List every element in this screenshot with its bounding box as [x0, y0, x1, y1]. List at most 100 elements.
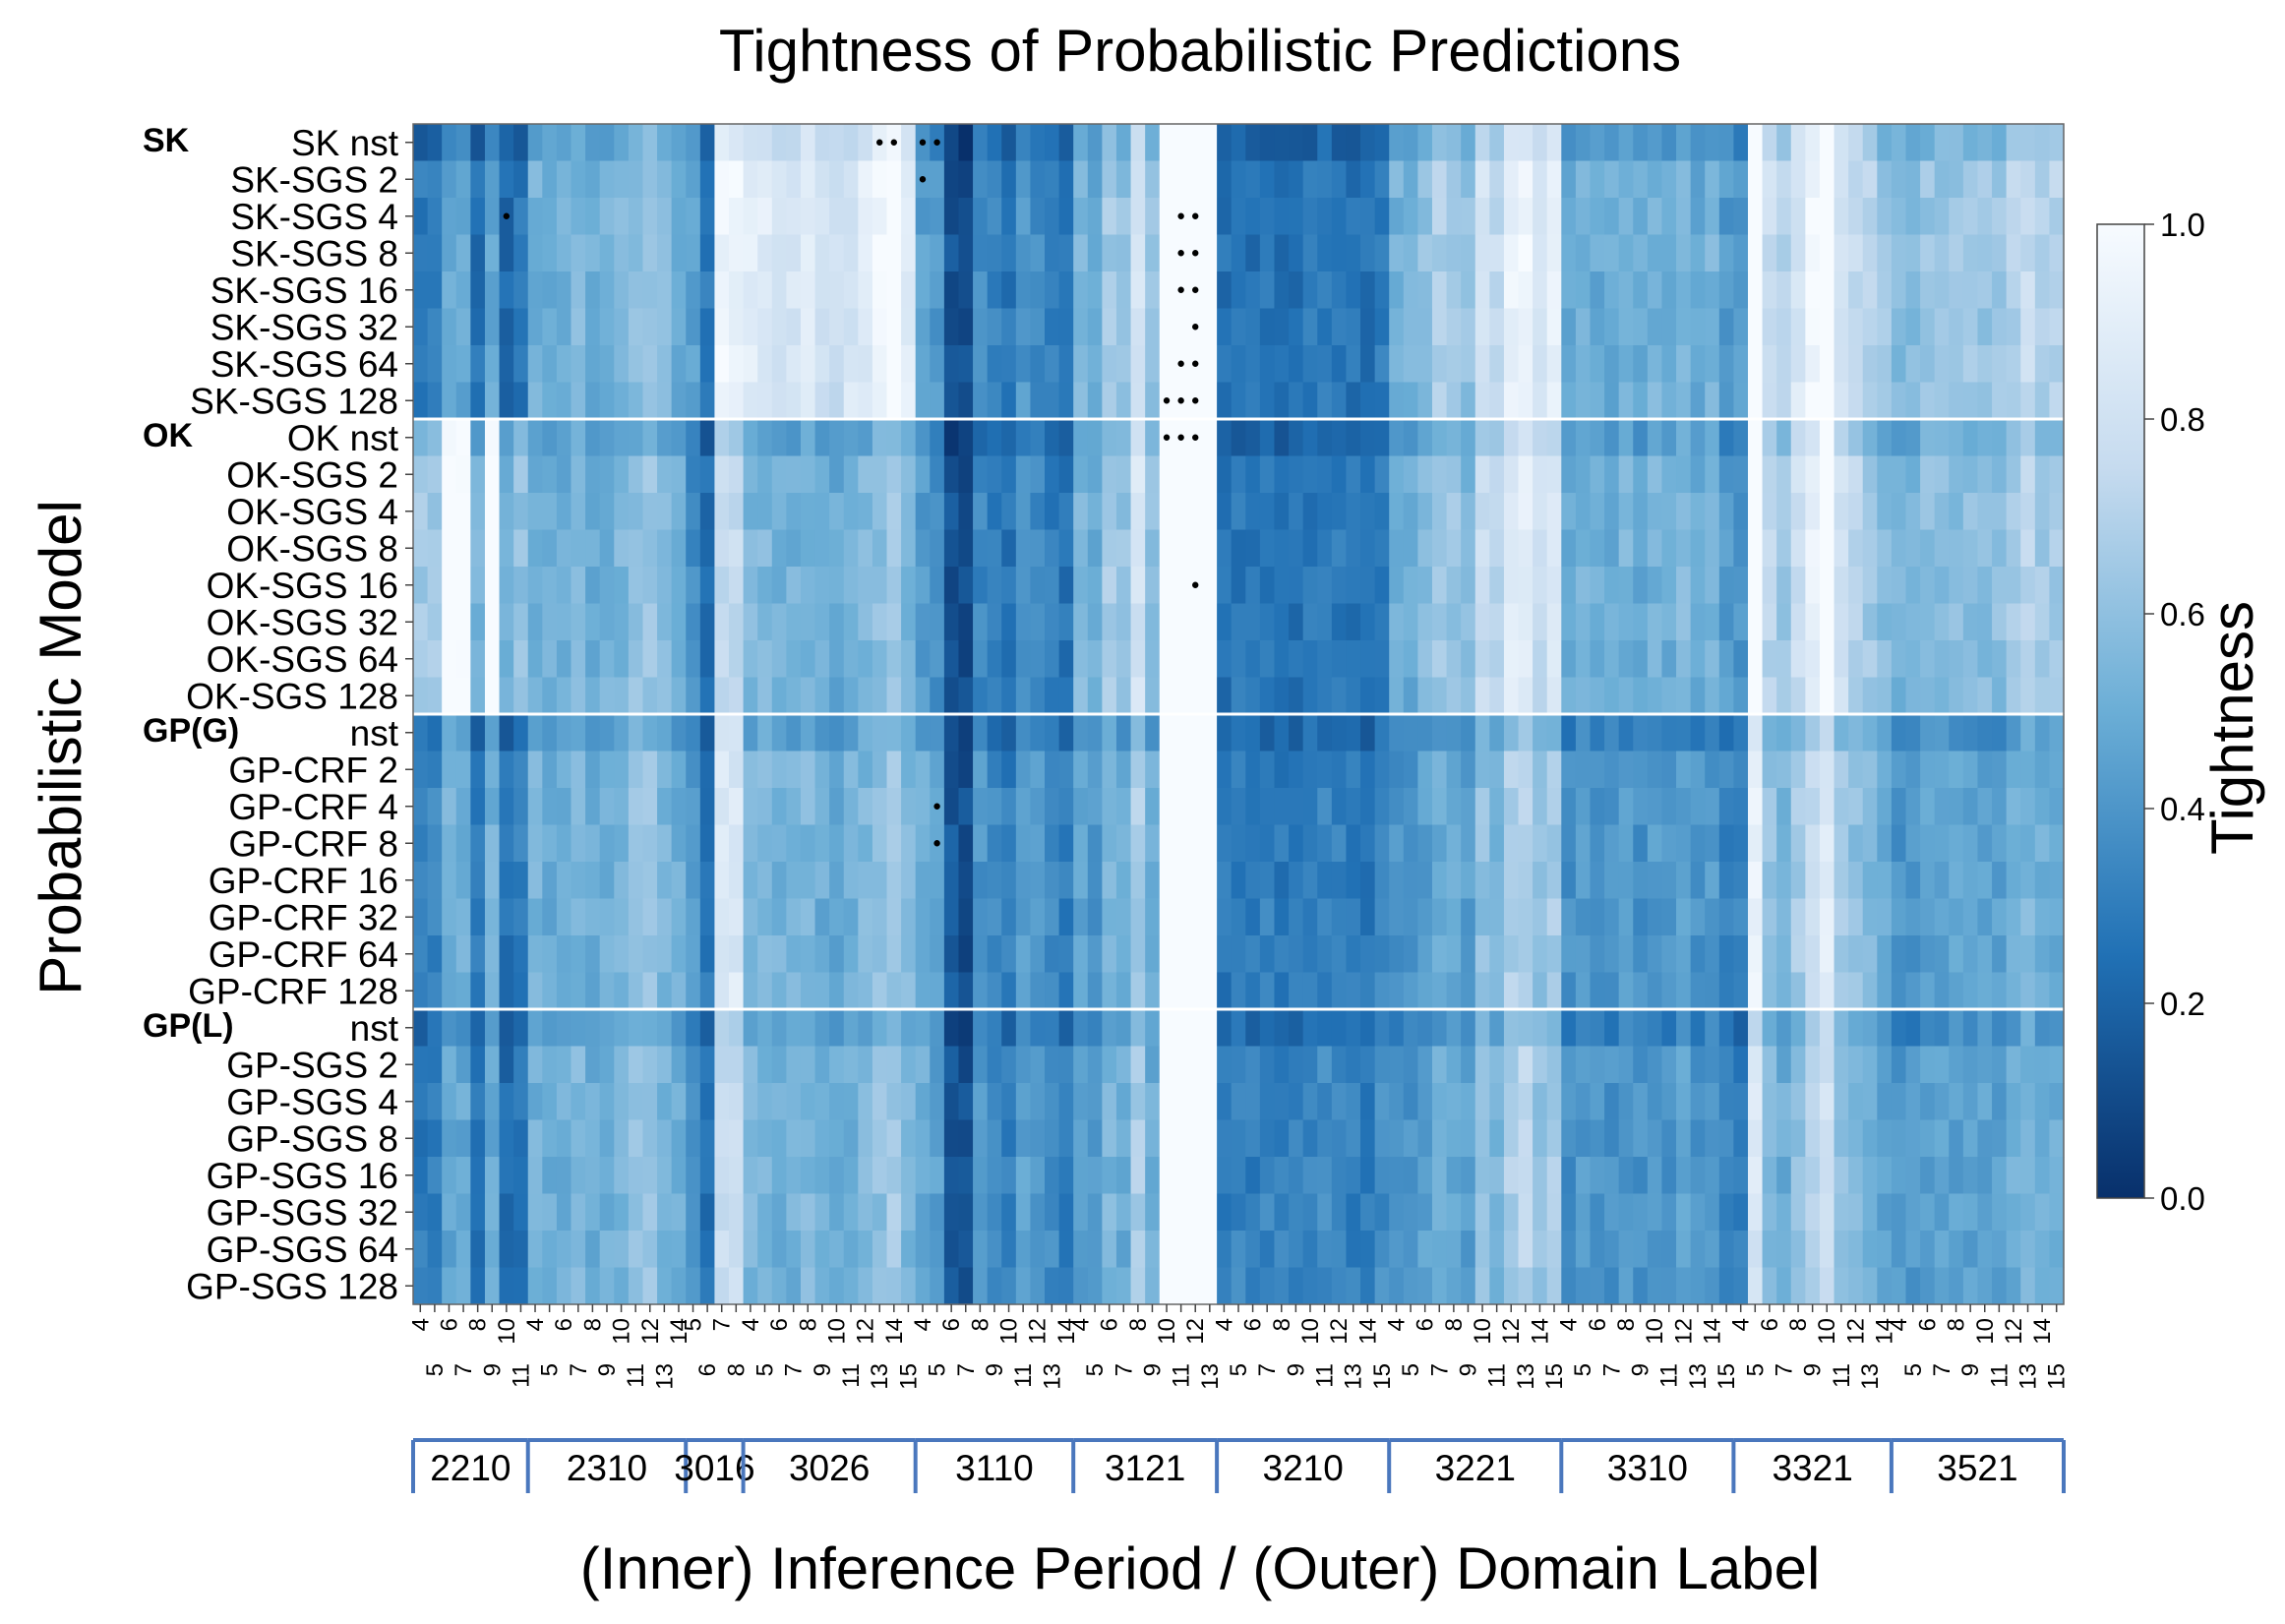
heatmap-cell	[729, 308, 745, 346]
heatmap-cell	[943, 271, 960, 310]
heatmap-cell	[2034, 529, 2051, 568]
heatmap-cell	[757, 1009, 773, 1048]
heatmap-cell	[1417, 603, 1433, 641]
heatmap-cell	[1776, 1119, 1792, 1158]
heatmap-cell	[671, 1193, 687, 1232]
heatmap-cell	[1618, 1231, 1634, 1269]
heatmap-cell	[714, 493, 730, 531]
x-tick-label: 9	[1283, 1363, 1309, 1376]
heatmap-cell	[513, 271, 529, 310]
heatmap-cell	[1030, 862, 1046, 900]
heatmap-cell	[1274, 567, 1290, 605]
heatmap-cell	[642, 124, 658, 162]
heatmap-cell	[886, 1157, 902, 1195]
heatmap-cell	[1431, 788, 1448, 826]
heatmap-cell	[1747, 972, 1764, 1010]
heatmap-cell	[1661, 1009, 1677, 1048]
heatmap-cell	[930, 567, 945, 605]
heatmap-cell	[628, 898, 644, 936]
heatmap-cell	[1834, 677, 1849, 715]
heatmap-cell	[455, 124, 471, 162]
heatmap-cell	[1461, 1193, 1476, 1232]
heatmap-cell	[1489, 1083, 1505, 1121]
heatmap-cell	[2006, 1046, 2021, 1084]
heatmap-cell	[628, 124, 644, 162]
heatmap-cell	[1503, 493, 1520, 531]
heatmap-cell	[1374, 603, 1390, 641]
heatmap-cell	[958, 603, 974, 641]
heatmap-cell	[1747, 751, 1764, 789]
heatmap-cell	[1073, 1046, 1089, 1084]
heatmap-cell	[1302, 677, 1318, 715]
heatmap-cell	[1891, 640, 1907, 679]
heatmap-cell	[1346, 567, 1361, 605]
heatmap-cell	[470, 898, 486, 936]
heatmap-cell	[427, 935, 443, 974]
heatmap-cell	[1705, 640, 1720, 679]
heatmap-cell	[1877, 160, 1893, 199]
heatmap-cell	[1762, 493, 1777, 531]
heatmap-cell	[800, 788, 816, 826]
heatmap-cell	[484, 198, 501, 236]
heatmap-cell	[1733, 972, 1749, 1010]
heatmap-cell	[1920, 271, 1936, 310]
heatmap-cell	[628, 603, 644, 641]
heatmap-cell	[1274, 972, 1290, 1010]
heatmap-cell	[901, 1009, 917, 1048]
heatmap-cell	[1474, 898, 1490, 936]
x-tick-label: 5	[1900, 1363, 1927, 1376]
heatmap-cell	[1633, 824, 1649, 863]
heatmap-cell	[886, 824, 902, 863]
heatmap-cell	[901, 972, 917, 1010]
heatmap-cell	[1389, 160, 1405, 199]
heatmap-cell	[1949, 824, 1964, 863]
heatmap-cell	[786, 382, 802, 420]
heatmap-cell	[1934, 824, 1950, 863]
heatmap-cell	[1934, 493, 1950, 531]
heatmap-cell	[1331, 124, 1348, 162]
heatmap-cell	[1015, 455, 1032, 494]
heatmap-cell	[1015, 714, 1032, 752]
heatmap-cell	[2020, 714, 2036, 752]
heatmap-cell	[1231, 898, 1246, 936]
heatmap-cell	[1245, 493, 1261, 531]
heatmap-cell	[1790, 160, 1806, 199]
heatmap-cell	[1533, 603, 1548, 641]
heatmap-cell	[1446, 345, 1462, 384]
heatmap-cell	[1819, 1231, 1835, 1269]
heatmap-cell	[699, 271, 716, 310]
heatmap-cell	[1431, 1157, 1448, 1195]
heatmap-cell	[1877, 972, 1893, 1010]
heatmap-cell	[542, 271, 558, 310]
heatmap-cell	[2034, 271, 2051, 310]
heatmap-cell	[1030, 455, 1046, 494]
heatmap-cell	[843, 824, 859, 863]
heatmap-cell	[699, 124, 716, 162]
heatmap-cell	[1130, 529, 1146, 568]
heatmap-cell	[1805, 1009, 1821, 1048]
heatmap-cell	[470, 677, 486, 715]
heatmap-cell	[1819, 788, 1835, 826]
heatmap-cell	[987, 603, 1002, 641]
heatmap-cell	[1992, 1119, 2008, 1158]
heatmap-cell	[1187, 1193, 1204, 1232]
x-tick-label: 12	[1498, 1318, 1525, 1345]
heatmap-cell	[973, 1046, 989, 1084]
heatmap-cell	[1891, 1083, 1907, 1121]
heatmap-cell	[1690, 862, 1706, 900]
heatmap-cell	[470, 788, 486, 826]
heatmap-cell	[1676, 1231, 1692, 1269]
heatmap-cell	[470, 862, 486, 900]
heatmap-cell	[1518, 382, 1533, 420]
heatmap-cell	[671, 935, 687, 974]
x-tick-label: 11	[1986, 1363, 2013, 1388]
heatmap-cell	[1289, 271, 1304, 310]
heatmap-cell	[427, 124, 443, 162]
heatmap-cell	[800, 603, 816, 641]
heatmap-cell	[1202, 972, 1218, 1010]
heatmap-cell	[1992, 271, 2008, 310]
heatmap-cell	[2049, 1193, 2065, 1232]
heatmap-cell	[886, 1083, 902, 1121]
heatmap-cell	[858, 1193, 873, 1232]
